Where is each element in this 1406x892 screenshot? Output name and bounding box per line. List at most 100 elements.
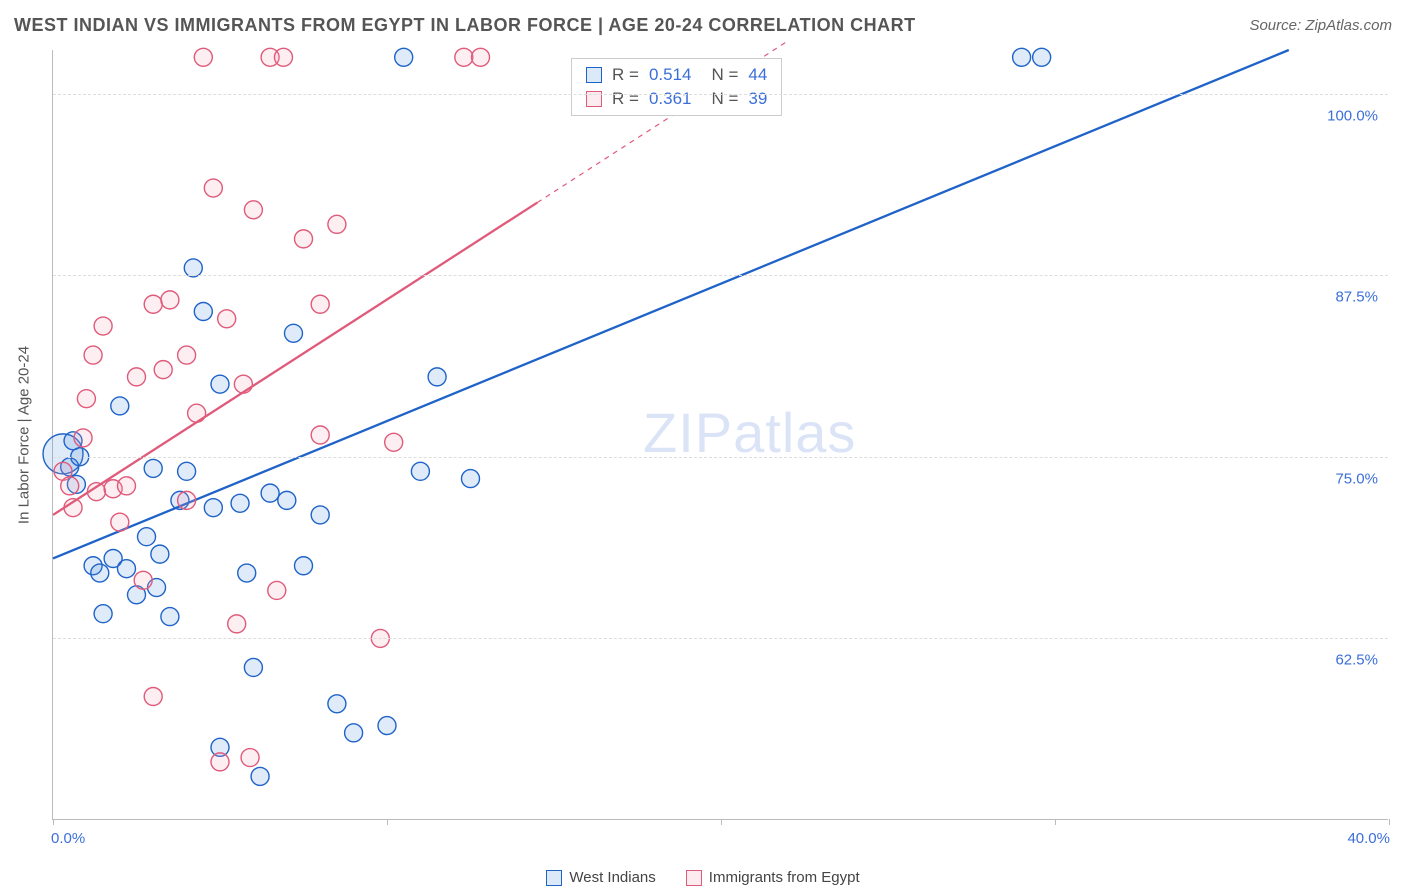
data-point bbox=[161, 608, 179, 626]
data-point bbox=[234, 375, 252, 393]
stat-r-label: R = bbox=[612, 65, 639, 85]
x-tick bbox=[1055, 819, 1056, 825]
data-point bbox=[345, 724, 363, 742]
data-point bbox=[211, 753, 229, 771]
data-point bbox=[117, 477, 135, 495]
stat-r-value: 0.361 bbox=[649, 89, 692, 109]
data-point bbox=[278, 491, 296, 509]
data-point bbox=[295, 230, 313, 248]
gridline bbox=[53, 457, 1388, 458]
data-point bbox=[244, 201, 262, 219]
y-axis-label: In Labor Force | Age 20-24 bbox=[16, 346, 33, 524]
data-point bbox=[241, 749, 259, 767]
x-tick bbox=[387, 819, 388, 825]
stat-n-label: N = bbox=[711, 65, 738, 85]
stat-r-value: 0.514 bbox=[649, 65, 692, 85]
trend-line bbox=[53, 50, 1289, 558]
data-point bbox=[1033, 48, 1051, 66]
data-point bbox=[228, 615, 246, 633]
data-point bbox=[144, 295, 162, 313]
data-point bbox=[395, 48, 413, 66]
legend-item: West Indians bbox=[546, 869, 655, 886]
legend-item: Immigrants from Egypt bbox=[686, 869, 860, 886]
source-attribution: Source: ZipAtlas.com bbox=[1249, 17, 1392, 34]
data-point bbox=[94, 605, 112, 623]
data-point bbox=[117, 560, 135, 578]
series-swatch bbox=[586, 67, 602, 83]
data-point bbox=[328, 695, 346, 713]
data-point bbox=[111, 513, 129, 531]
data-point bbox=[134, 571, 152, 589]
data-point bbox=[462, 470, 480, 488]
data-point bbox=[154, 361, 172, 379]
data-point bbox=[77, 390, 95, 408]
trend-line bbox=[53, 203, 537, 515]
data-point bbox=[144, 688, 162, 706]
data-point bbox=[268, 581, 286, 599]
data-point bbox=[231, 494, 249, 512]
x-tick-label: 40.0% bbox=[1347, 830, 1390, 847]
legend: West Indians Immigrants from Egypt bbox=[0, 869, 1406, 886]
data-point bbox=[378, 717, 396, 735]
data-point bbox=[204, 179, 222, 197]
data-point bbox=[178, 491, 196, 509]
gridline bbox=[53, 638, 1388, 639]
data-point bbox=[84, 346, 102, 364]
data-point bbox=[238, 564, 256, 582]
stats-row: R = 0.361N = 39 bbox=[572, 87, 781, 111]
data-point bbox=[91, 564, 109, 582]
data-point bbox=[128, 368, 146, 386]
data-point bbox=[161, 291, 179, 309]
y-tick-label: 62.5% bbox=[1320, 652, 1390, 669]
data-point bbox=[194, 48, 212, 66]
legend-label: Immigrants from Egypt bbox=[709, 869, 860, 886]
data-point bbox=[1013, 48, 1031, 66]
data-point bbox=[411, 462, 429, 480]
chart-title: WEST INDIAN VS IMMIGRANTS FROM EGYPT IN … bbox=[14, 15, 916, 36]
x-tick bbox=[721, 819, 722, 825]
stats-box: R = 0.514 N = 44R = 0.361 N = 39 bbox=[571, 58, 782, 116]
data-point bbox=[194, 303, 212, 321]
data-point bbox=[261, 484, 279, 502]
data-point bbox=[455, 48, 473, 66]
data-point bbox=[328, 215, 346, 233]
data-point bbox=[251, 767, 269, 785]
data-point bbox=[385, 433, 403, 451]
y-tick-label: 100.0% bbox=[1320, 107, 1390, 124]
legend-swatch bbox=[686, 870, 702, 886]
data-point bbox=[284, 324, 302, 342]
stats-row: R = 0.514 N = 44 bbox=[572, 63, 781, 87]
data-point bbox=[61, 477, 79, 495]
stat-n-value: 39 bbox=[748, 89, 767, 109]
stat-n-value: 44 bbox=[748, 65, 767, 85]
x-tick bbox=[1389, 819, 1390, 825]
chart-canvas bbox=[53, 50, 1388, 819]
data-point bbox=[151, 545, 169, 563]
legend-swatch bbox=[546, 870, 562, 886]
y-tick-label: 75.0% bbox=[1320, 470, 1390, 487]
data-point bbox=[178, 462, 196, 480]
data-point bbox=[244, 658, 262, 676]
data-point bbox=[138, 528, 156, 546]
gridline bbox=[53, 275, 1388, 276]
data-point bbox=[211, 375, 229, 393]
data-point bbox=[74, 429, 92, 447]
data-point bbox=[311, 295, 329, 313]
data-point bbox=[144, 459, 162, 477]
plot-area: ZIPatlas R = 0.514N = 44R = 0.361N = 39 … bbox=[52, 50, 1388, 820]
data-point bbox=[178, 346, 196, 364]
data-point bbox=[218, 310, 236, 328]
data-point bbox=[311, 506, 329, 524]
data-point bbox=[111, 397, 129, 415]
y-tick-label: 87.5% bbox=[1320, 289, 1390, 306]
legend-label: West Indians bbox=[569, 869, 655, 886]
header: WEST INDIAN VS IMMIGRANTS FROM EGYPT IN … bbox=[14, 10, 1392, 40]
data-point bbox=[428, 368, 446, 386]
data-point bbox=[311, 426, 329, 444]
data-point bbox=[274, 48, 292, 66]
stat-n-label: N = bbox=[711, 89, 738, 109]
x-tick bbox=[53, 819, 54, 825]
gridline bbox=[53, 94, 1388, 95]
x-tick-label: 0.0% bbox=[51, 830, 85, 847]
data-point bbox=[94, 317, 112, 335]
